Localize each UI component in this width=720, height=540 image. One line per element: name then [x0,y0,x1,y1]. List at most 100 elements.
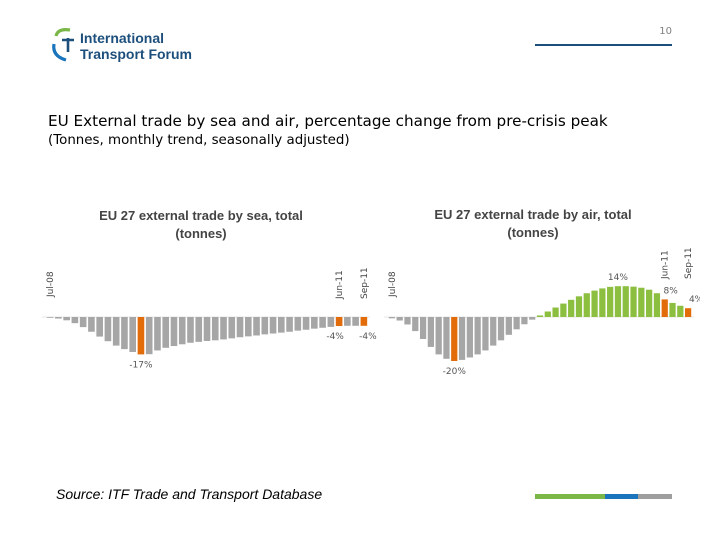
sea-bar-17 [187,317,194,343]
sea-bar-29 [286,317,293,332]
itf-logo [52,28,74,62]
sea-bar-30 [294,317,302,331]
sea-bar-7 [104,317,112,342]
air-bar-23 [568,299,575,317]
sea-bar-12 [145,317,153,355]
slide-title: EU External trade by sea and air, percen… [48,112,608,130]
logo-wordmark: International Transport Forum [80,30,192,62]
sea-bar-10 [129,317,136,352]
sea-bar-14 [162,317,170,348]
air-bar-5 [427,317,434,347]
air-chart-title-line1: EU 27 external trade by air, total [434,207,631,222]
sea-bar-20 [211,317,219,341]
sea-month-label-2: Sep-11 [360,267,370,299]
logo-line-2: Transport Forum [80,46,193,62]
air-bar-9 [458,317,466,360]
air-bar-26 [591,290,598,317]
sea-chart-title-line2: (tonnes) [175,226,226,241]
air-bar-12 [482,317,489,351]
air-bar-21 [552,307,559,317]
sea-bar-1 [55,317,62,319]
source-note: Source: ITF Trade and Transport Database [56,486,323,502]
sea-bar-16 [178,317,186,345]
sea-bar-5 [88,317,95,332]
sea-bar-4 [79,317,87,328]
sea-bar-38 [360,317,368,326]
sea-trade-chart: EU 27 external trade by sea, total (tonn… [42,208,377,370]
air-month-label-2: Sep-11 [684,247,694,279]
sea-bar-15 [170,317,178,347]
sea-bar-37 [352,317,359,326]
air-bar-31 [630,286,637,317]
slide-subtitle: (Tonnes, monthly trend, seasonally adjus… [48,133,350,148]
sea-bar-18 [195,317,203,342]
air-bar-11 [474,317,481,355]
air-bar-33 [646,289,653,317]
air-bar-15 [505,317,512,335]
sea-bar-23 [236,317,244,338]
sea-month-label-0: Jul-08 [46,271,56,298]
sea-bar-0 [46,317,54,318]
sea-bar-2 [63,317,70,321]
air-bar-7 [443,317,450,359]
air-bar-22 [560,303,567,317]
header-rule [535,44,672,46]
page-number: 10 [659,26,672,37]
sea-data-label-0: -17% [129,360,153,370]
air-chart-title-line2: (tonnes) [507,225,558,240]
air-bar-27 [599,288,606,317]
air-bar-25 [583,293,590,317]
sea-bar-31 [302,317,310,330]
footer-bar-blue [605,494,638,499]
air-bar-36 [669,302,676,317]
sea-bar-24 [244,317,252,337]
air-bar-17 [521,317,528,325]
sea-bar-26 [261,317,269,335]
sea-bar-22 [228,317,236,339]
sea-bar-36 [344,317,351,326]
sea-bar-3 [71,317,79,324]
air-bar-32 [638,287,645,317]
sea-bar-13 [154,317,161,351]
air-bar-13 [490,317,497,346]
air-bar-18 [529,317,536,320]
logo-emblem-icon [52,28,74,62]
sea-bar-27 [269,317,277,334]
air-bar-0 [388,317,396,319]
footer-bar-gray [638,494,672,499]
footer-bar-green [535,494,605,499]
logo-line-1: International [80,30,165,46]
sea-bar-28 [278,317,285,333]
sea-data-label-1: -4% [326,332,344,342]
air-bar-3 [412,317,419,332]
sea-bar-33 [319,317,326,328]
air-bar-1 [396,317,403,321]
sea-bar-21 [220,317,227,340]
air-month-label-0: Jul-08 [388,271,398,298]
air-data-label-3: 4% [689,295,700,305]
sea-month-label-1: Jun-11 [335,270,345,300]
air-data-label-0: -20% [443,367,467,377]
sea-bar-32 [311,317,318,329]
air-bar-20 [544,311,551,317]
sea-data-label-2: -4% [359,332,377,342]
sea-bar-6 [96,317,103,337]
air-bar-34 [653,293,661,317]
charts-area: EU 27 external trade by sea, total (tonn… [42,207,700,377]
air-bar-2 [404,317,411,325]
sea-bar-34 [327,317,335,327]
air-bar-37 [677,305,684,317]
sea-bar-35 [335,317,343,327]
sea-chart-title-line1: EU 27 external trade by sea, total [99,208,303,223]
air-bar-29 [614,286,622,317]
air-month-label-1: Jun-11 [661,250,671,280]
air-data-label-2: 8% [664,286,679,296]
air-bar-16 [513,317,520,330]
air-bar-4 [419,317,427,339]
sea-bar-9 [121,317,128,350]
air-bar-38 [684,308,692,317]
air-bar-28 [607,286,614,317]
sea-bar-11 [137,317,145,355]
air-bar-30 [622,286,629,317]
air-bar-19 [536,315,544,317]
